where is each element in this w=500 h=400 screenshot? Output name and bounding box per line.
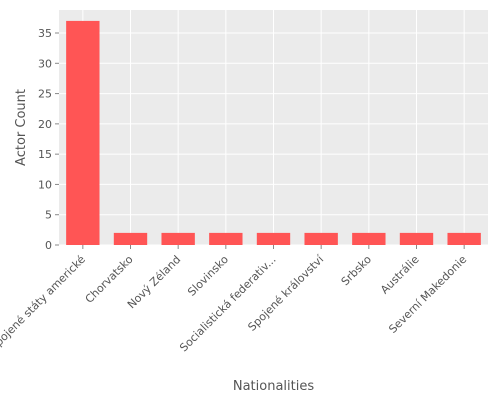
y-axis-ticks: 0 5 10 15 20 25 30 35	[38, 27, 59, 252]
y-tick-label: 0	[45, 239, 52, 252]
bar	[352, 232, 386, 245]
x-tick-label: Slovinsko	[185, 253, 231, 299]
y-tick-label: 35	[38, 27, 52, 40]
y-tick-label: 20	[38, 118, 52, 131]
y-tick-label: 25	[38, 88, 52, 101]
bars	[66, 20, 481, 245]
bar	[66, 20, 100, 245]
x-axis-title: Nationalities	[233, 379, 314, 394]
bar	[399, 232, 434, 245]
x-tick-label: Spojené státy americké	[0, 253, 88, 354]
y-tick-label: 30	[38, 57, 52, 70]
bar	[447, 232, 481, 245]
bar	[304, 232, 338, 245]
x-tick-label: Austrálie	[378, 253, 422, 297]
bar	[161, 232, 195, 245]
x-tick-label: Socialistická federativ...	[177, 253, 278, 354]
bar	[256, 232, 291, 245]
y-tick-label: 10	[38, 178, 52, 191]
bar	[113, 232, 148, 245]
x-tick-label: Srbsko	[339, 253, 374, 288]
y-tick-label: 5	[45, 209, 52, 222]
y-tick-label: 15	[38, 148, 52, 161]
y-axis-title: Actor Count	[14, 89, 29, 166]
bar	[209, 232, 243, 245]
